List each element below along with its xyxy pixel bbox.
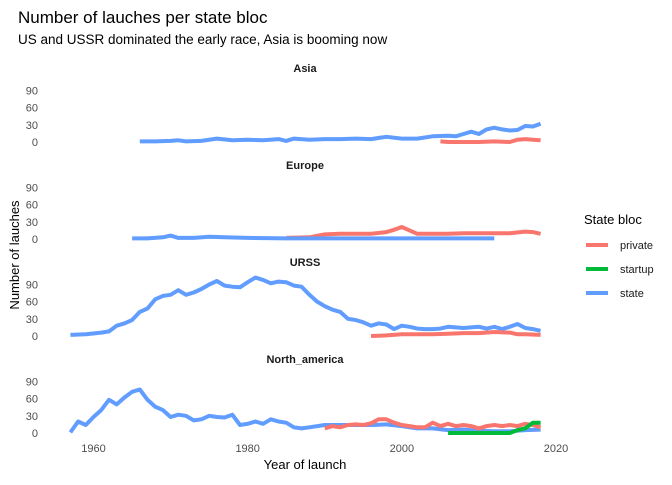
x-tick-label: 1960 xyxy=(81,443,105,455)
y-tick-label: 60 xyxy=(26,394,38,406)
y-tick-label: 90 xyxy=(26,85,38,97)
series-line-private-asia xyxy=(440,137,541,144)
y-tick-label: 60 xyxy=(26,103,38,115)
legend-label-private: private xyxy=(620,240,653,252)
series-line-private-urss xyxy=(370,330,541,338)
series-line-state-europe xyxy=(132,233,495,241)
y-tick-label: 90 xyxy=(26,376,38,388)
legend-title: State bloc xyxy=(584,212,642,227)
chart-subtitle: US and USSR dominated the early race, As… xyxy=(18,32,387,47)
series-line-state-asia xyxy=(139,121,542,144)
facet-panel-asia: Asia 0 30 60 90 xyxy=(26,63,542,149)
facet-title: Asia xyxy=(293,63,317,75)
y-axis-label: Number of lauches xyxy=(7,200,22,310)
facet-title: North_america xyxy=(266,354,344,366)
legend-label-state: state xyxy=(620,288,644,300)
y-tick-label: 0 xyxy=(32,428,38,440)
y-tick-label: 30 xyxy=(26,217,38,229)
x-tick-label: 2020 xyxy=(544,443,568,455)
y-tick-label: 30 xyxy=(26,120,38,132)
x-axis-label: Year of launch xyxy=(264,457,347,472)
chart-title: Number of lauches per state bloc xyxy=(18,8,268,27)
facet-panel-urss: URSS 0 30 60 90 xyxy=(26,257,542,343)
legend: State bloc private startup state xyxy=(584,212,654,300)
y-tick-label: 30 xyxy=(26,314,38,326)
y-tick-label: 90 xyxy=(26,279,38,291)
y-tick-label: 60 xyxy=(26,297,38,309)
legend-label-startup: startup xyxy=(620,264,654,276)
x-axis-ticks: 1960 1980 2000 2020 xyxy=(81,443,568,455)
facet-title: Europe xyxy=(286,160,324,172)
y-tick-label: 0 xyxy=(32,331,38,343)
facet-title: URSS xyxy=(290,257,321,269)
series-line-private-north_america xyxy=(324,417,542,431)
series-line-private-europe xyxy=(286,225,542,240)
x-tick-label: 1980 xyxy=(235,443,259,455)
facet-panel-north_america: North_america 0 30 60 90 xyxy=(26,354,542,440)
x-tick-label: 2000 xyxy=(390,443,414,455)
y-tick-label: 0 xyxy=(32,234,38,246)
panels-layer: Asia0306090Europe0306090URSS0306090North… xyxy=(26,63,542,440)
y-tick-label: 90 xyxy=(26,182,38,194)
y-tick-label: 30 xyxy=(26,411,38,423)
y-tick-label: 60 xyxy=(26,200,38,212)
facet-panel-europe: Europe 0 30 60 90 xyxy=(26,160,542,246)
series-line-state-urss xyxy=(70,275,542,337)
series-line-startup-north_america xyxy=(448,420,541,435)
y-tick-label: 0 xyxy=(32,137,38,149)
